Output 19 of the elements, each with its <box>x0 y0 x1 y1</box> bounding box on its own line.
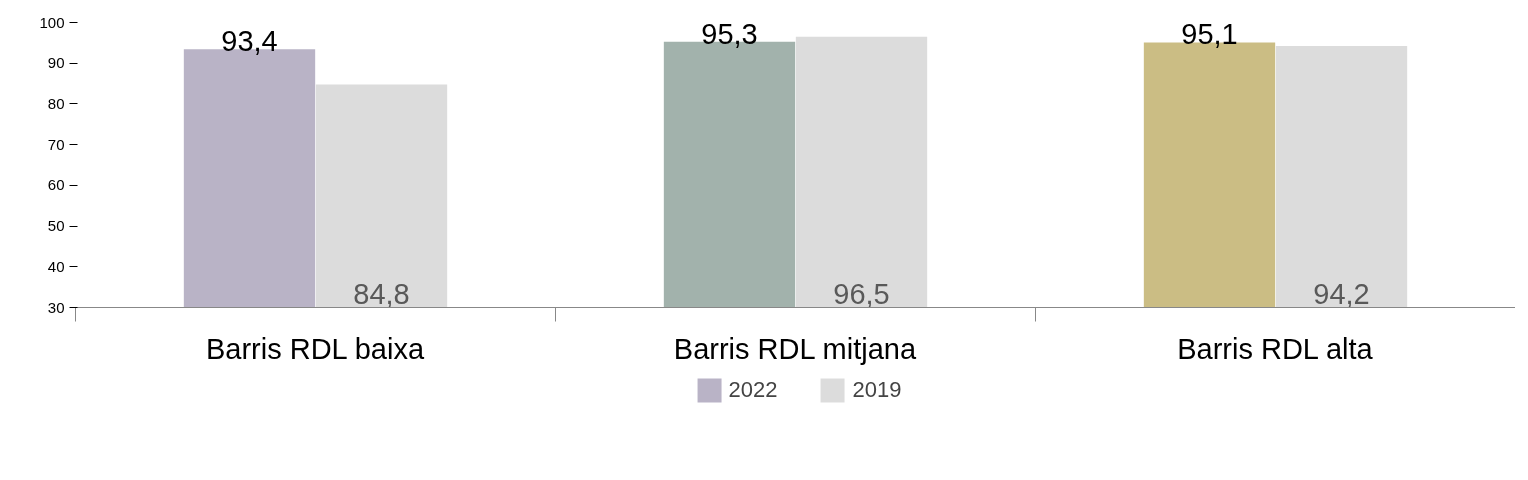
y-tick-label: 50 <box>47 217 65 235</box>
y-tick-label: 80 <box>47 94 65 112</box>
y-tick-label: 30 <box>47 298 65 316</box>
y-tick-label: 40 <box>47 257 65 275</box>
legend-label: 2019 <box>852 377 902 403</box>
y-tick-label: 70 <box>47 135 65 153</box>
data-label: 95,1 <box>1181 18 1238 51</box>
data-label: 84,8 <box>353 277 410 310</box>
data-label: 95,3 <box>701 17 758 50</box>
y-tick-label: 90 <box>47 54 65 72</box>
data-label: 93,4 <box>221 25 278 58</box>
x-tick-label: Barris RDL baixa <box>205 332 425 365</box>
data-label: 96,5 <box>833 277 890 310</box>
y-tick-label: 60 <box>47 176 65 194</box>
x-tick-label: Barris RDL mitjana <box>673 332 917 365</box>
y-tick-label: 100 <box>39 13 65 31</box>
legend-label: 2022 <box>728 377 778 403</box>
x-tick-label: Barris RDL alta <box>1177 332 1374 365</box>
data-label: 94,2 <box>1313 277 1370 310</box>
